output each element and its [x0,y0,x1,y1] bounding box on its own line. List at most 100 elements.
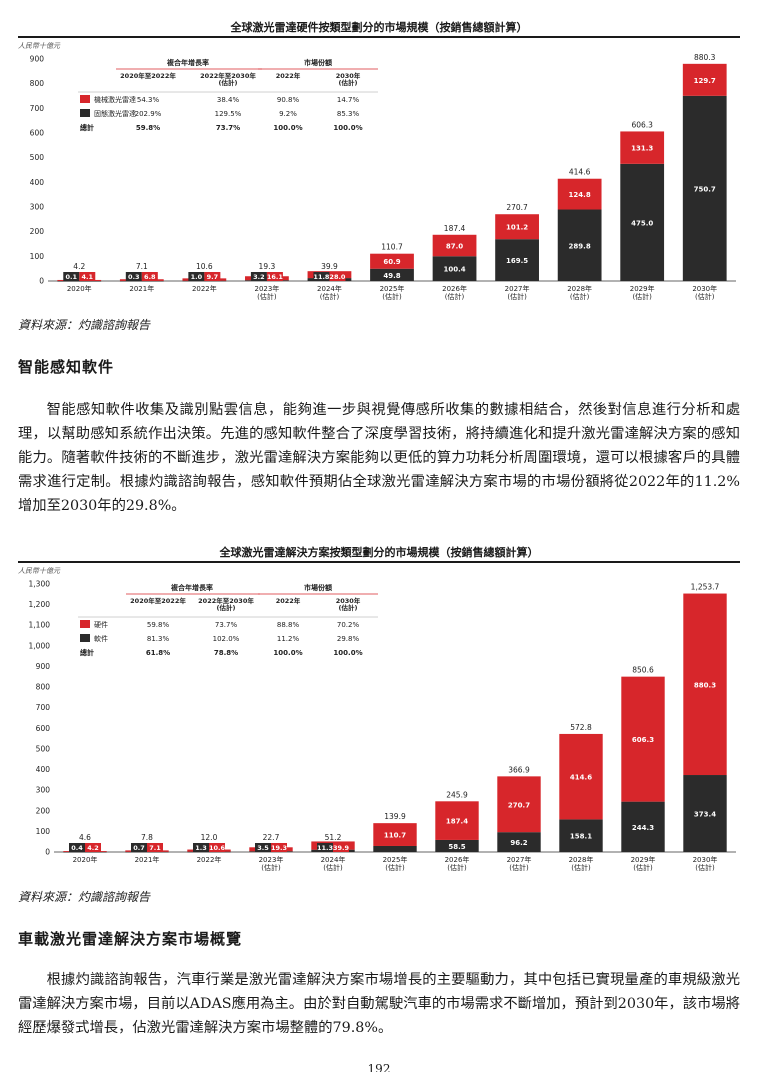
table-cell: 202.9% [135,110,162,118]
x-tick-label: 2022年 [192,284,217,293]
table-cell: 90.8% [277,96,300,104]
table-cell: 61.8% [146,649,170,657]
table-cell: 81.3% [147,635,170,643]
bar-segment [559,819,603,852]
x-tick-label: (估計) [509,863,529,872]
bar-value-label: 0.4 [71,844,83,852]
bar-total-label: 7.1 [136,262,148,271]
bar-value-box [193,843,209,852]
y-tick-label: 700 [30,104,45,113]
y-tick-label: 700 [36,703,51,712]
x-tick-label: (估計) [695,863,715,872]
legend-swatch [80,95,90,103]
x-tick-label: (估計) [507,292,527,301]
bar-segment [432,256,477,281]
chart-hardware-svg: 0 100 200 300 400 500 600 700 800 900 0.1 4.1 4.2 202… [30,53,736,301]
bar-value-label: 60.9 [383,258,400,266]
table-row-label: 機械激光雷達 [94,95,136,104]
table-cell: 100.0% [273,124,302,132]
bar-value-label: 270.7 [508,801,530,809]
bar-value-label: 3.5 [257,844,269,852]
y-tick-label: 400 [30,178,45,187]
chart-source: 資料來源：灼識諮詢報告 [18,318,151,332]
bar-value-label: 49.8 [383,272,400,280]
table-subheader: 2030年 [336,596,361,605]
bar-total-label: 270.7 [506,203,528,212]
bar-value-label: 187.4 [446,818,468,826]
bar-value-box [125,272,142,281]
bar-total-label: 22.7 [263,833,280,842]
bar-segment [557,209,602,281]
bar-value-label: 110.7 [384,832,406,840]
bar-segment [621,801,665,852]
bar-value-box [255,843,271,852]
x-tick-label: 2022年 [197,855,222,864]
x-tick-label: 2023年 [259,855,284,864]
x-tick-label: (估計) [571,863,591,872]
divider [18,36,740,38]
x-tick-label: (估計) [632,292,652,301]
bar-value-box [69,843,85,852]
x-tick-label: 2020年 [73,855,98,864]
y-tick-label: 200 [30,227,45,236]
y-tick-label: 500 [30,153,45,162]
x-tick-label: 2028年 [567,284,592,293]
bar-value-box [271,843,287,852]
bar-segment [621,676,665,802]
table-cell: 88.8% [277,621,300,629]
section-heading: 智能感知軟件 [18,358,115,376]
bar-total-label: 110.7 [381,243,403,252]
table-cell: 73.7% [216,124,240,132]
bar-value-label: 96.2 [510,839,527,847]
x-tick-label: 2021年 [129,284,154,293]
table-subheader: 2020年至2022年 [120,71,176,80]
bar-total-label: 12.0 [201,833,218,842]
y-tick-label: 300 [36,786,51,795]
y-tick-label: 300 [30,203,45,212]
bar-total-label: 19.3 [259,262,276,271]
bar-total-label: 4.2 [73,262,85,271]
table-cell: 100.0% [333,124,362,132]
bar-segment [432,234,477,257]
section-paragraph: 智能感知軟件收集及識別點雲信息，能夠進一步與視覺傳感所收集的數據相結合，然後對信… [18,402,740,514]
bar-segment [63,851,107,853]
bar-value-label: 3.2 [253,273,265,281]
x-tick-label: 2027年 [507,855,532,864]
x-tick-label: 2027年 [505,284,530,293]
table-row-label: 固態激光雷達 [94,109,136,118]
x-tick-label: 2028年 [569,855,594,864]
bar-value-label: 4.1 [82,273,94,281]
bar-segment [495,214,539,240]
bar-value-label: 131.3 [631,145,653,153]
bar-total-label: 1,253.7 [691,583,720,592]
bar-value-label: 124.8 [569,191,591,199]
bar-value-label: 100.4 [443,266,465,274]
table-subheader: (估計) [339,78,358,87]
bar-value-box [317,843,333,852]
table-cell: 70.2% [337,621,360,629]
chart-hardware-market: 全球激光雷達硬件按類型劃分的市場規模（按銷售總額計算） 人民幣十億元 0 100 2… [18,20,740,317]
bar-segment [182,280,227,282]
bar-segment [125,851,169,853]
bar-value-box [329,272,346,281]
y-tick-label: 800 [36,683,51,692]
table-subheader: 2020年至2022年 [130,596,186,605]
table-cell: 100.0% [273,649,302,657]
table-row-label: 總計 [80,648,94,657]
table-subheader: 2022年 [276,596,301,605]
bar-segment [559,733,603,820]
table-header-share: 市場份額 [304,58,332,67]
legend-swatch [80,620,90,628]
table-cell: 102.0% [213,635,240,643]
divider [18,561,740,563]
table-cell: 9.2% [279,110,297,118]
bar-total-label: 10.6 [196,262,213,271]
bar-value-label: 0.1 [66,273,78,281]
bar-segment [683,775,727,852]
bar-segment [119,280,164,282]
bar-segment [682,95,727,281]
bar-total-label: 245.9 [446,790,468,799]
table-header-share: 市場份額 [304,583,332,592]
bar-value-label: 87.0 [446,243,463,251]
y-tick-label: 1,300 [29,580,51,589]
